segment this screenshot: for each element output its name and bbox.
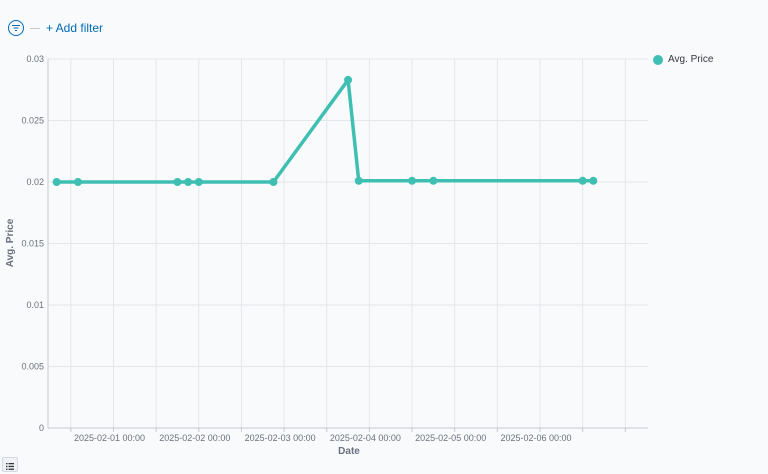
legend-toggle-button[interactable] [2, 457, 18, 472]
x-tick-label: 2025-02-05 00:00 [415, 433, 486, 443]
chart-series [52, 75, 598, 186]
y-tick-label: 0 [39, 423, 44, 433]
y-axis-title: Avg. Price [5, 218, 16, 267]
x-tick-label: 2025-02-02 00:00 [159, 433, 230, 443]
data-point [578, 176, 587, 185]
legend-item-avg-price[interactable]: Avg. Price [653, 54, 713, 65]
x-axis-title: Date [338, 446, 360, 457]
filter-divider [30, 27, 40, 29]
x-axis-ticks: 2025-02-01 00:00 2025-02-02 00:00 2025-02-… [74, 433, 572, 443]
legend-swatch [653, 54, 663, 65]
y-tick-label: 0.01 [26, 300, 44, 310]
data-point [73, 178, 82, 186]
data-point [408, 176, 417, 185]
filter-icon[interactable] [8, 20, 24, 36]
data-point [354, 176, 363, 185]
data-point [173, 178, 182, 186]
y-tick-label: 0.02 [26, 177, 44, 187]
chart-axes [47, 59, 648, 432]
data-point [269, 178, 278, 186]
x-tick-label: 2025-02-01 00:00 [74, 433, 145, 443]
x-tick-label: 2025-02-04 00:00 [330, 433, 401, 443]
series-line [54, 78, 596, 184]
chart-grid [48, 58, 648, 429]
y-tick-label: 0.015 [21, 239, 44, 249]
data-point [344, 75, 353, 84]
data-point [589, 176, 598, 185]
filter-bar: + Add filter [8, 18, 103, 38]
x-tick-label: 2025-02-03 00:00 [245, 433, 316, 443]
legend-label: Avg. Price [668, 54, 714, 65]
x-tick-label: 2025-02-06 00:00 [500, 433, 571, 443]
y-tick-label: 0.025 [21, 116, 44, 126]
y-axis-ticks: 0 0.005 0.01 0.015 0.02 0.025 0.03 [21, 54, 44, 433]
list-icon [6, 455, 14, 474]
y-tick-label: 0.03 [26, 54, 44, 64]
data-point [52, 178, 61, 186]
y-tick-label: 0.005 [21, 362, 44, 372]
data-point [184, 178, 193, 186]
data-point [194, 178, 203, 186]
data-point [429, 176, 438, 185]
add-filter-button[interactable]: + Add filter [46, 21, 104, 35]
